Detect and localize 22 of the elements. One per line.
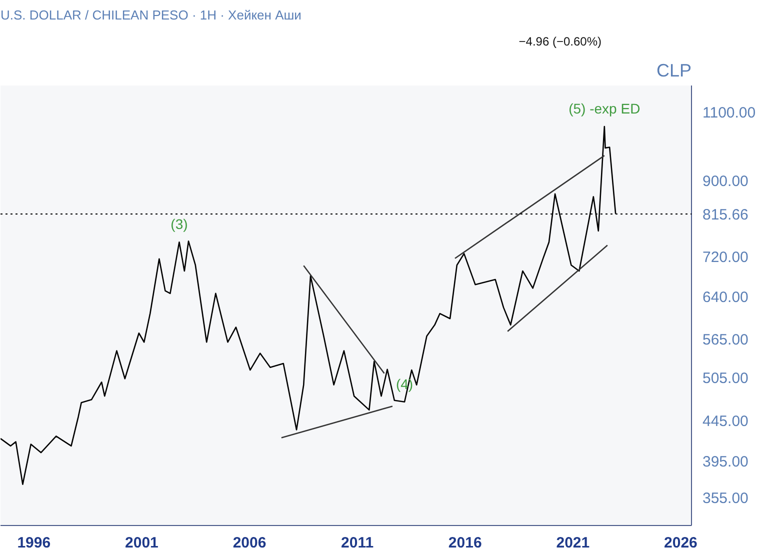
x-tick-label: 2026 [664,534,698,550]
x-tick-label: 2016 [448,534,482,550]
y-tick-label: 565.00 [702,332,748,349]
x-tick-label: 2011 [341,534,374,550]
y-tick-label: 1100.00 [702,104,756,122]
chart-subtitle: −4.96 (−0.60%) [518,34,602,48]
y-tick-label: 900.00 [702,172,748,190]
x-tick-label: 2001 [125,534,158,550]
ref-line-label: 815.66 [702,206,748,224]
annotation: (3) [170,216,188,232]
y-axis-title: CLP [656,60,692,80]
y-tick-label: 505.00 [702,370,748,387]
y-tick-label: 720.00 [702,248,748,266]
x-tick-label: 2021 [556,534,590,550]
y-tick-label: 640.00 [702,289,748,306]
x-tick-label: 2006 [232,534,266,550]
y-tick-label: 445.00 [702,412,748,430]
x-tick-label: 1996 [17,534,51,550]
chart-title: U.S. DOLLAR / CHILEAN PESO · 1H · Хейкен Аши [0,8,302,22]
y-tick-label: 395.00 [702,454,748,471]
y-tick-label: 355.00 [702,490,748,507]
annotation: (5) -exp ED [568,100,640,117]
